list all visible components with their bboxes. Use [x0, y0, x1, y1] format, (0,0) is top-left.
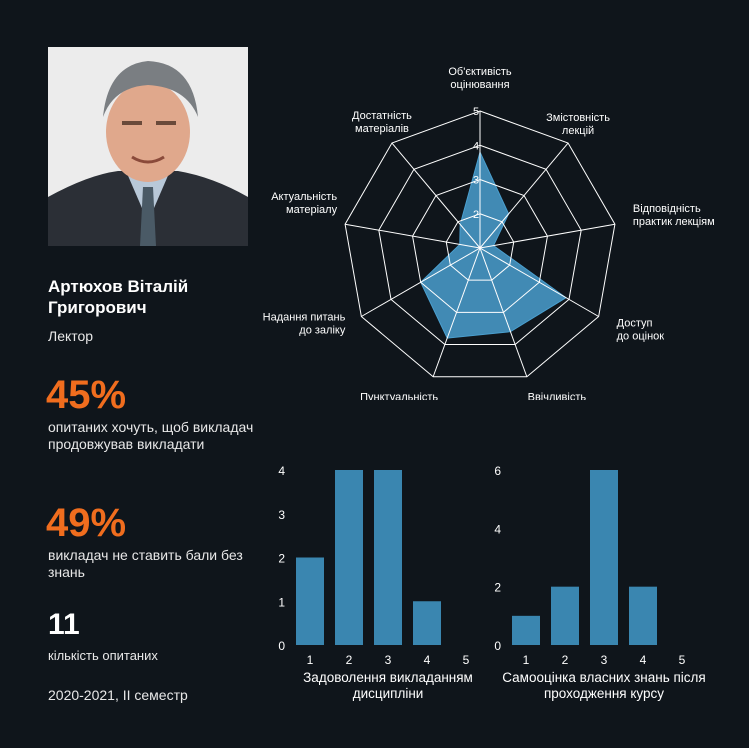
- radar-spoke: [344, 223, 481, 249]
- radar-spoke: [479, 223, 616, 249]
- radar-axis-label: Об'єктивість оцінювання: [448, 66, 512, 91]
- bar-chart-title: Самооцінка власних знань після проходженн…: [502, 670, 706, 701]
- fair-percent: 49%: [46, 501, 127, 545]
- y-tick-label: 6: [494, 464, 501, 478]
- radar-tick-label: 3: [473, 175, 479, 187]
- y-tick-label: 2: [278, 552, 285, 566]
- bar-3: [374, 470, 402, 645]
- radar-spoke: [479, 247, 599, 317]
- radar-tick-label: 2: [473, 209, 479, 221]
- continue-percent: 45%: [46, 373, 127, 417]
- bar-4: [413, 601, 441, 645]
- x-tick-label: 4: [640, 653, 647, 667]
- radar-axis-label: Пунктуальність: [360, 392, 438, 400]
- x-tick-label: 3: [601, 653, 608, 667]
- x-tick-label: 2: [346, 653, 353, 667]
- radar-axis-label: Змістовність лекцій: [546, 112, 610, 137]
- continue-text: опитаних хочуть, щоб викладач продовжува…: [48, 419, 254, 452]
- fair-text: викладач не ставить бали без знань: [48, 547, 243, 580]
- radar-axis-label: Актуальність матеріалу: [271, 191, 337, 216]
- radar-chart: 2 3 4 5 Об'єктивість оцінювання Змістовність ле…: [263, 66, 715, 400]
- x-tick-label: 4: [424, 653, 431, 667]
- radar-grid-ring: [344, 110, 616, 378]
- y-tick-label: 1: [278, 595, 285, 609]
- radar-tick-label: 4: [473, 140, 479, 152]
- respondents-label: кількість опитаних: [48, 648, 158, 663]
- radar-grid-ring: [378, 144, 582, 346]
- radar-grid-ring: [412, 178, 548, 313]
- semester-label: 2020-2021, ІІ семестр: [48, 687, 188, 703]
- radar-spoke: [479, 142, 569, 249]
- radar-axis-label: Доступ до оцінок: [617, 318, 665, 343]
- radar-axis-label: Ввічливість: [528, 392, 587, 400]
- radar-spoke: [432, 247, 481, 377]
- x-tick-label: 5: [679, 653, 686, 667]
- respondents-count: 11: [48, 608, 80, 641]
- radar-axis-label: Достатність матеріалів: [352, 110, 412, 135]
- bar-2: [335, 470, 363, 645]
- x-tick-label: 3: [385, 653, 392, 667]
- bar-4: [629, 586, 657, 645]
- bar-2: [551, 586, 579, 645]
- portrait-image: [48, 47, 248, 246]
- bar-chart-self-assessment: 0 2 4 6 1 2 3 4 5 Самооцінка власних знань після п…: [494, 464, 706, 701]
- radar-axis-label: Надання питань до заліку: [263, 312, 346, 337]
- lecturer-role: Лектор: [48, 328, 94, 344]
- bar-chart-title: Задоволення викладанням дисципліни: [303, 670, 473, 701]
- y-tick-label: 3: [278, 508, 285, 522]
- radar-grid-ring: [445, 213, 515, 281]
- x-tick-label: 2: [562, 653, 569, 667]
- y-tick-label: 0: [278, 639, 285, 653]
- radar-series-area: [420, 150, 567, 339]
- y-tick-label: 4: [278, 464, 285, 478]
- lecturer-photo: [48, 47, 248, 246]
- radar-tick-label: 5: [473, 106, 479, 118]
- lecturer-name: Артюхов Віталій Григорович: [48, 277, 189, 317]
- y-tick-label: 4: [494, 522, 501, 536]
- y-tick-label: 0: [494, 639, 501, 653]
- bar-chart-satisfaction: 0 1 2 3 4 1 2 3 4 5 Задоволення викладанням дисципл…: [278, 464, 473, 701]
- bar-1: [296, 557, 324, 645]
- x-tick-label: 1: [307, 653, 314, 667]
- y-tick-label: 2: [494, 581, 501, 595]
- x-tick-label: 1: [523, 653, 530, 667]
- bar-1: [512, 615, 540, 645]
- x-tick-label: 5: [463, 653, 470, 667]
- radar-spoke: [391, 142, 481, 249]
- radar-axis-label: Відповідність практик лекціям: [633, 203, 715, 228]
- radar-spoke: [479, 247, 528, 377]
- bar-3: [590, 470, 618, 645]
- radar-spoke: [361, 247, 481, 317]
